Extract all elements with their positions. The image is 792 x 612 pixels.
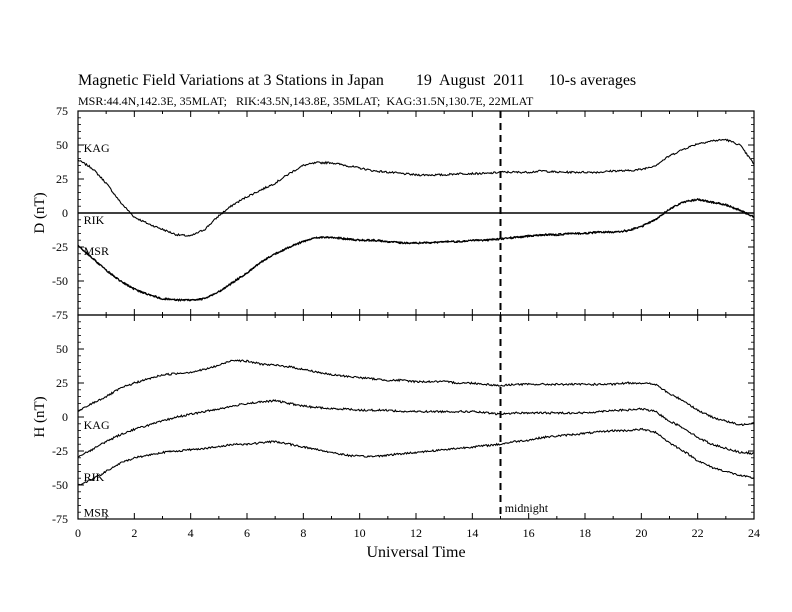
y-tick-label-h: 0 [62, 410, 68, 424]
x-tick-label: 4 [188, 526, 194, 540]
y-tick-label-d: -50 [52, 274, 68, 288]
series-line-msr-h [78, 427, 755, 486]
series-label-rik-h: RIK [84, 470, 105, 484]
x-tick-label: 2 [131, 526, 137, 540]
series-line-kag-h [77, 359, 755, 427]
y-tick-label-h: 50 [56, 342, 68, 356]
series-label-rik-d: RIK [84, 213, 105, 227]
series-line-msr-d [77, 198, 755, 302]
figure-title: Magnetic Field Variations at 3 Stations … [78, 72, 637, 89]
station-info: MSR:44.4N,142.3E, 35MLAT; RIK:43.5N,143.… [78, 94, 534, 108]
x-tick-label: 18 [579, 526, 591, 540]
y-tick-label-h: 25 [56, 376, 68, 390]
series-line-rik-h [77, 399, 755, 458]
x-tick-label: 16 [523, 526, 535, 540]
x-tick-label: 0 [75, 526, 81, 540]
x-axis-label: Universal Time [366, 544, 465, 561]
series-line-rik-d [77, 197, 755, 302]
series-label-kag-h: KAG [84, 418, 110, 432]
x-tick-label: 20 [635, 526, 647, 540]
series-line-kag-d [77, 138, 755, 237]
series-label-msr-d: MSR [84, 244, 109, 258]
series-label-kag-d: KAG [84, 141, 110, 155]
x-tick-label: 10 [354, 526, 366, 540]
y-tick-label-h: -75 [52, 512, 68, 526]
y-tick-label-d: -25 [52, 240, 68, 254]
y-axis-label-d: D (nT) [32, 192, 48, 233]
y-tick-label-d: 75 [56, 104, 68, 118]
y-axis-label-h: H (nT) [32, 396, 48, 437]
series-label-midnight-h: midnight [505, 501, 549, 515]
y-tick-label-d: -75 [52, 308, 68, 322]
x-tick-label: 6 [244, 526, 250, 540]
x-tick-label: 12 [410, 526, 422, 540]
x-tick-label: 24 [748, 526, 760, 540]
y-tick-label-d: 0 [62, 206, 68, 220]
y-tick-label-d: 25 [56, 172, 68, 186]
x-tick-label: 14 [466, 526, 478, 540]
x-tick-label: 8 [300, 526, 306, 540]
y-tick-label-d: 50 [56, 138, 68, 152]
series-label-msr-h: MSR [84, 505, 109, 519]
x-tick-label: 22 [692, 526, 704, 540]
y-tick-label-h: -25 [52, 444, 68, 458]
y-tick-label-h: -50 [52, 478, 68, 492]
